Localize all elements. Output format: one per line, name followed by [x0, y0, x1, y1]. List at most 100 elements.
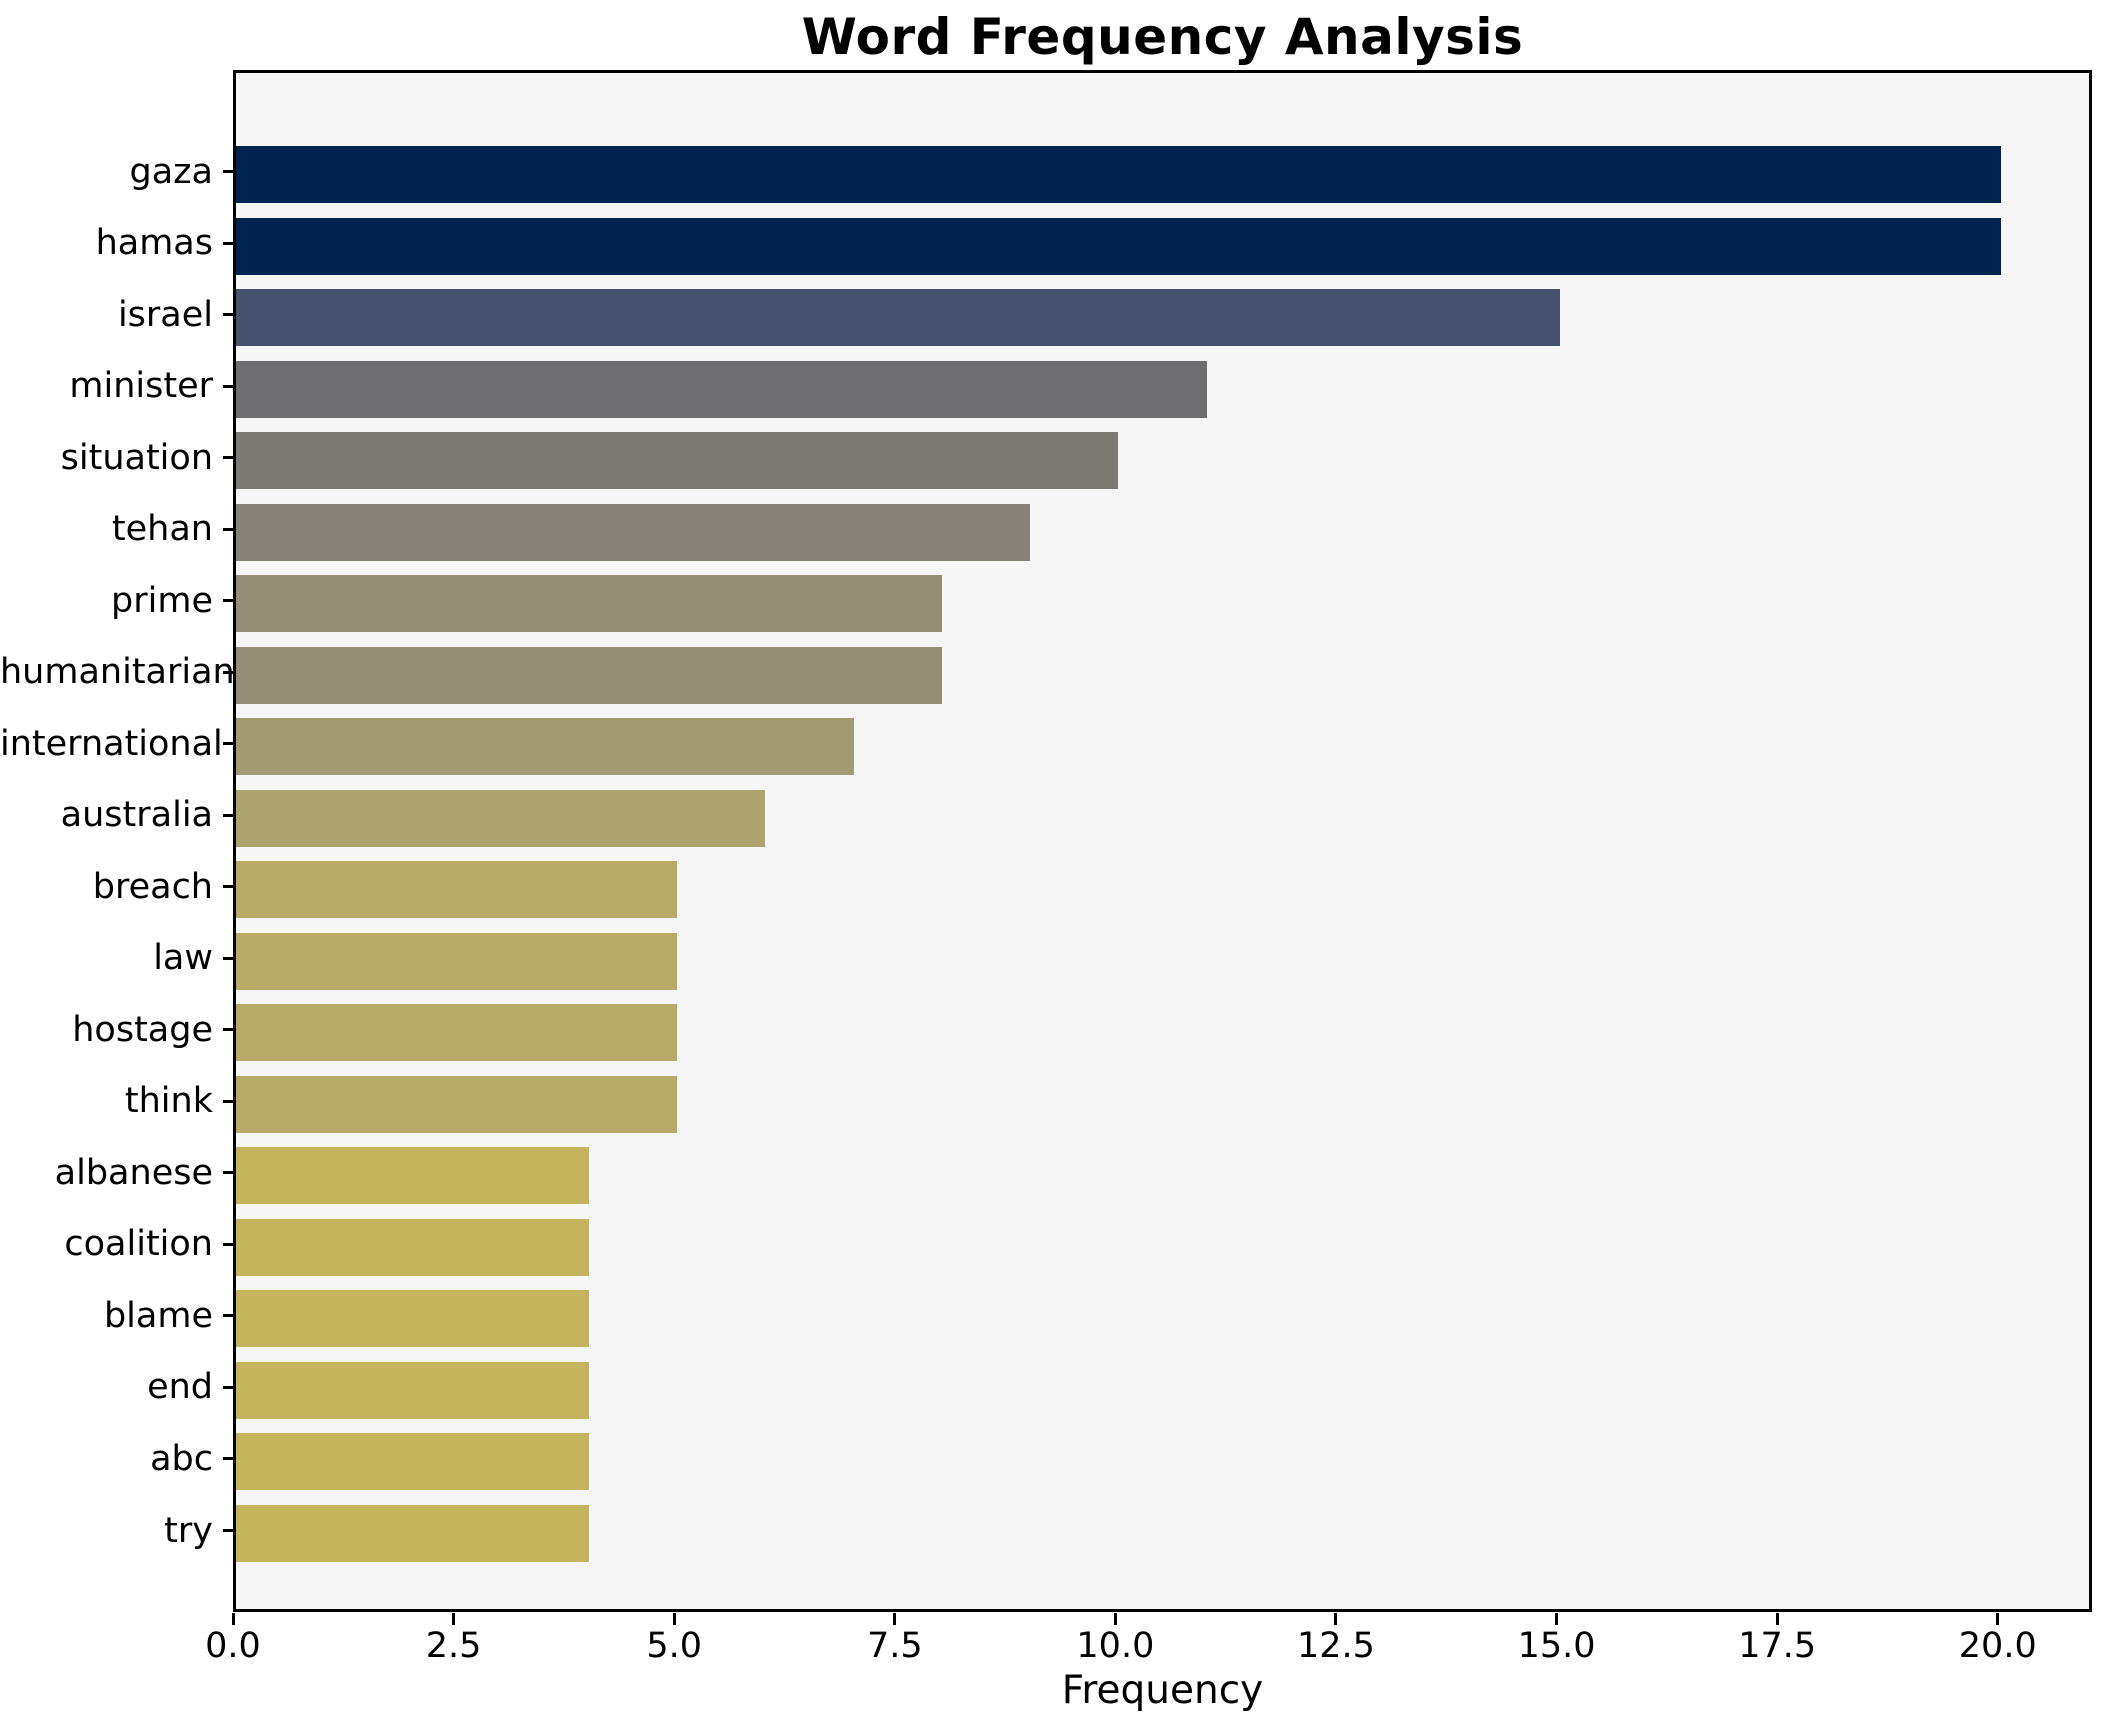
bar-row: [236, 432, 2089, 490]
y-tick-mark: [223, 885, 233, 889]
bar-row: [236, 646, 2089, 704]
bar-row: [236, 217, 2089, 275]
bar-row: [236, 1505, 2089, 1562]
bar-end: [236, 1361, 589, 1419]
y-tick-label-coalition: coalition: [64, 1224, 213, 1265]
y-tick-mark: [223, 599, 233, 603]
bar-law: [236, 932, 678, 990]
y-tick-mark: [223, 742, 233, 746]
y-tick-label-abc: abc: [150, 1438, 213, 1479]
bar-situation: [236, 432, 1119, 490]
bar-israel: [236, 289, 1560, 347]
x-tick-label-12.5: 12.5: [1297, 1626, 1375, 1666]
y-tick-label-tehan: tehan: [111, 509, 213, 550]
x-tick-label-10.0: 10.0: [1076, 1626, 1155, 1666]
y-tick-mark: [223, 1314, 233, 1318]
bar-row: [236, 1290, 2089, 1348]
bar-breach: [236, 861, 678, 919]
y-tick-mark: [223, 313, 233, 317]
bar-row: [236, 1433, 2089, 1491]
bar-blame: [236, 1290, 589, 1348]
y-tick-mark: [223, 813, 233, 817]
y-tick-mark: [223, 1457, 233, 1461]
y-tick-label-end: end: [147, 1367, 213, 1408]
y-tick-mark: [223, 670, 233, 674]
y-tick-mark: [223, 1242, 233, 1246]
bar-try: [236, 1505, 589, 1562]
bar-gaza: [236, 146, 2001, 203]
bar-hostage: [236, 1004, 678, 1062]
x-tick-mark: [1775, 1613, 1779, 1625]
y-tick-label-gaza: gaza: [129, 151, 213, 192]
y-tick-label-hamas: hamas: [95, 223, 213, 264]
y-tick-mark: [223, 456, 233, 460]
bar-minister: [236, 360, 1207, 418]
bar-humanitarian: [236, 646, 942, 704]
y-tick-label-hostage: hostage: [72, 1009, 213, 1050]
bar-row: [236, 1075, 2089, 1133]
y-tick-label-israel: israel: [117, 294, 213, 335]
bar-row: [236, 1218, 2089, 1276]
bar-international: [236, 718, 854, 776]
bar-row: [236, 360, 2089, 418]
y-tick-mark: [223, 1028, 233, 1032]
x-tick-label-17.5: 17.5: [1738, 1626, 1817, 1666]
bar-row: [236, 932, 2089, 990]
bar-row: [236, 1147, 2089, 1205]
y-tick-mark: [223, 170, 233, 173]
y-tick-mark: [223, 527, 233, 531]
y-tick-mark: [223, 241, 233, 245]
x-tick-mark: [1996, 1613, 2000, 1625]
y-tick-mark: [223, 1099, 233, 1103]
x-tick-mark: [1555, 1613, 1559, 1625]
y-tick-label-try: try: [164, 1510, 213, 1551]
x-tick-label-5.0: 5.0: [646, 1626, 703, 1666]
bar-albanese: [236, 1147, 589, 1205]
y-tick-label-australia: australia: [60, 795, 213, 836]
bar-prime: [236, 575, 942, 633]
bar-abc: [236, 1433, 589, 1491]
bar-australia: [236, 789, 766, 847]
y-tick-label-think: think: [124, 1081, 213, 1122]
x-tick-mark: [672, 1613, 676, 1625]
x-tick-label-7.5: 7.5: [866, 1626, 923, 1666]
x-tick-mark: [1113, 1613, 1117, 1625]
x-tick-mark: [893, 1613, 897, 1625]
y-tick-mark: [223, 384, 233, 388]
y-tick-label-minister: minister: [69, 366, 213, 407]
plot-area: [233, 70, 2092, 1612]
bar-coalition: [236, 1218, 589, 1276]
bar-tehan: [236, 503, 1031, 561]
y-tick-label-prime: prime: [111, 580, 213, 621]
bar-row: [236, 289, 2089, 347]
y-tick-mark: [223, 1171, 233, 1175]
bar-row: [236, 1004, 2089, 1062]
x-axis-label: Frequency: [1061, 1668, 1264, 1713]
x-tick-label-2.5: 2.5: [425, 1626, 482, 1666]
bar-row: [236, 575, 2089, 633]
x-tick-mark: [1334, 1613, 1338, 1625]
bar-row: [236, 861, 2089, 919]
bar-row: [236, 718, 2089, 776]
x-tick-mark: [452, 1613, 456, 1625]
y-tick-label-international: international: [0, 723, 223, 764]
y-tick-mark: [223, 956, 233, 960]
bar-row: [236, 789, 2089, 847]
y-tick-mark: [223, 1385, 233, 1389]
bar-row: [236, 1361, 2089, 1419]
y-tick-label-breach: breach: [92, 866, 213, 907]
bar-row: [236, 146, 2089, 203]
y-tick-label-humanitarian: humanitarian: [0, 652, 235, 693]
y-tick-mark: [223, 1529, 233, 1532]
x-tick-label-15.0: 15.0: [1517, 1626, 1596, 1666]
y-tick-label-blame: blame: [103, 1295, 213, 1336]
x-tick-label-0.0: 0.0: [205, 1626, 261, 1666]
chart-title: Word Frequency Analysis: [801, 8, 1524, 66]
bar-think: [236, 1075, 678, 1133]
y-tick-label-law: law: [153, 938, 213, 979]
y-tick-label-situation: situation: [60, 437, 213, 478]
x-tick-label-20.0: 20.0: [1958, 1626, 2037, 1666]
x-tick-mark: [231, 1613, 235, 1625]
y-tick-label-albanese: albanese: [54, 1152, 213, 1193]
